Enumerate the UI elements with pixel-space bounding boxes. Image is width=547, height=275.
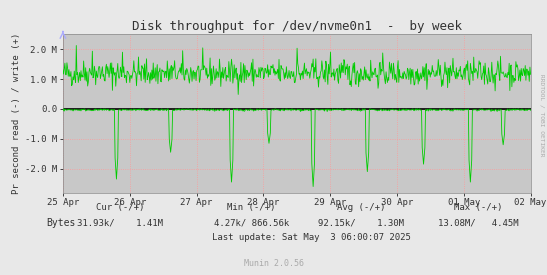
Text: Bytes: Bytes: [46, 218, 76, 228]
Text: 4.27k/ 866.56k: 4.27k/ 866.56k: [214, 218, 289, 227]
Text: Max (-/+): Max (-/+): [455, 203, 503, 212]
Text: Min (-/+): Min (-/+): [228, 203, 276, 212]
Text: Cur (-/+): Cur (-/+): [96, 203, 144, 212]
Text: Avg (-/+): Avg (-/+): [337, 203, 385, 212]
Text: 13.08M/   4.45M: 13.08M/ 4.45M: [438, 218, 519, 227]
Text: RRDTOOL / TOBI OETIKER: RRDTOOL / TOBI OETIKER: [539, 74, 544, 157]
Y-axis label: Pr second read (-) / write (+): Pr second read (-) / write (+): [12, 33, 21, 194]
Text: Munin 2.0.56: Munin 2.0.56: [243, 260, 304, 268]
Text: 92.15k/    1.30M: 92.15k/ 1.30M: [318, 218, 404, 227]
Text: 31.93k/    1.41M: 31.93k/ 1.41M: [77, 218, 164, 227]
Text: Last update: Sat May  3 06:00:07 2025: Last update: Sat May 3 06:00:07 2025: [212, 233, 411, 242]
Title: Disk throughput for /dev/nvme0n1  -  by week: Disk throughput for /dev/nvme0n1 - by we…: [132, 20, 462, 33]
